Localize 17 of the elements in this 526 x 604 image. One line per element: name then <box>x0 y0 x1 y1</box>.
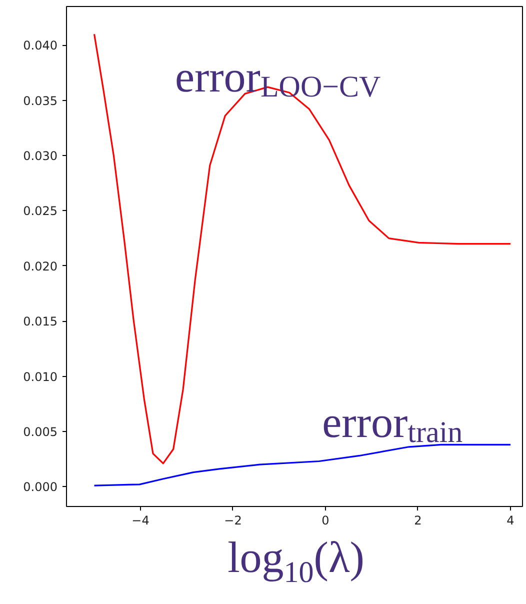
line-series <box>93 33 512 464</box>
x-axis-title: log$_{10}$(λ) <box>226 532 366 591</box>
x-tick-label: 0 <box>322 514 330 528</box>
y-tick-label: 0.005 <box>23 424 58 439</box>
y-tick-label: 0.025 <box>23 204 58 218</box>
y-tick-label: 0.010 <box>23 370 58 384</box>
line-series <box>93 444 512 486</box>
y-tick-label: 0.035 <box>23 94 58 108</box>
y-tick-label: 0.015 <box>23 314 58 329</box>
y-tick-label: 0.030 <box>23 149 58 164</box>
y-tick-label: 0.000 <box>23 480 58 494</box>
y-tick-label: 0.020 <box>23 259 58 274</box>
x-tick-label: 4 <box>506 514 514 528</box>
x-tick-label: −4 <box>132 514 150 528</box>
y-tick-label: 0.040 <box>23 38 58 53</box>
x-tick-label: −2 <box>224 514 242 528</box>
x-tick-label: 2 <box>414 514 422 528</box>
